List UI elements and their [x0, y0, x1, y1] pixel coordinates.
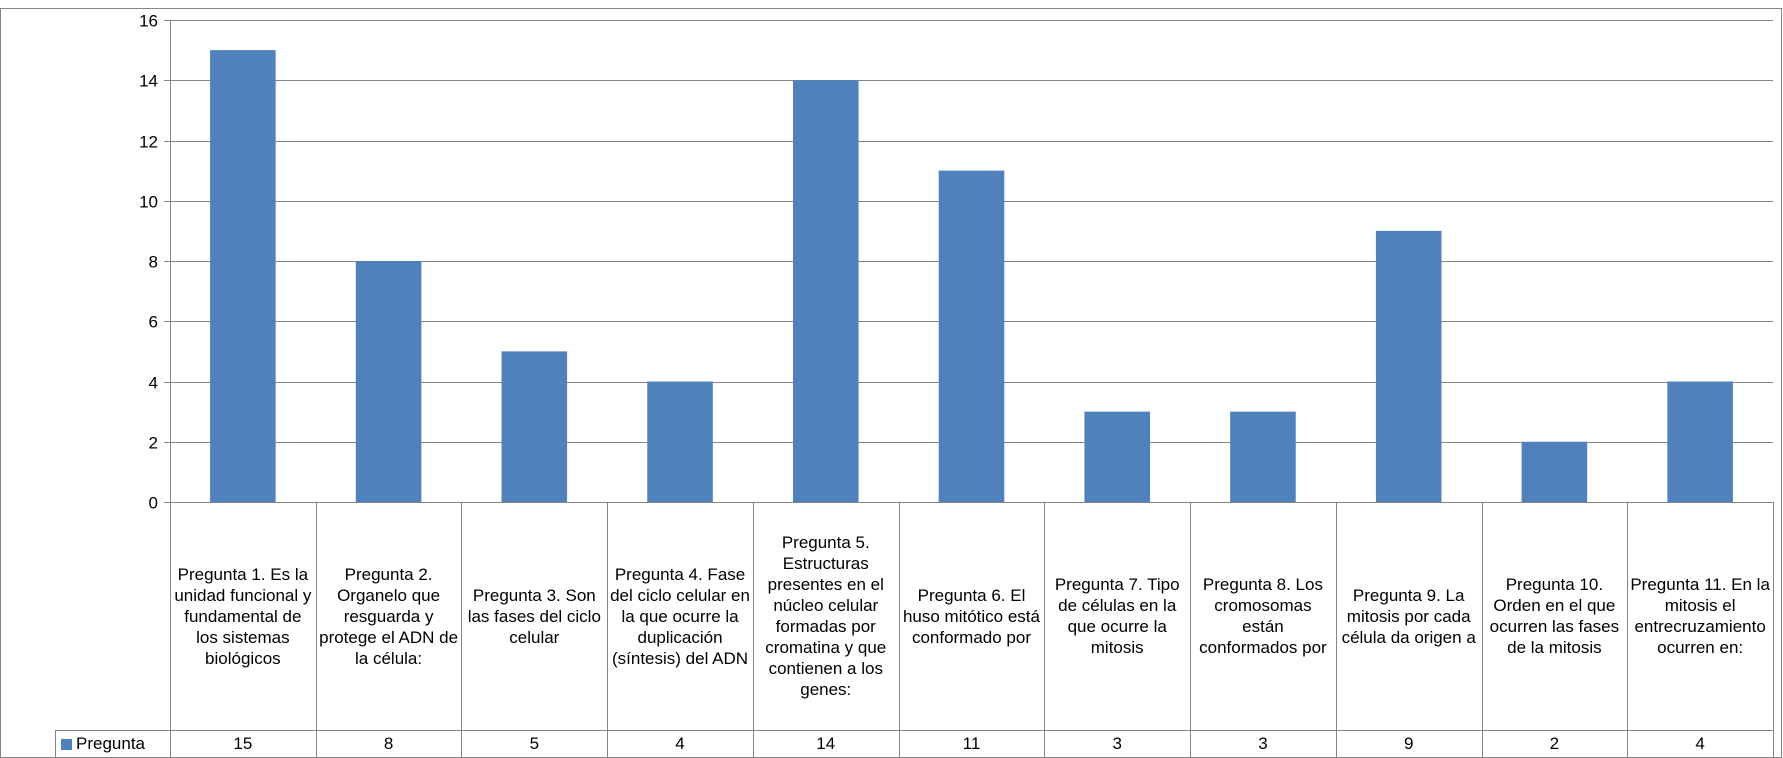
data-table-value: 11 — [962, 734, 981, 753]
bar — [1230, 411, 1296, 502]
bar — [1084, 411, 1151, 502]
y-tick-label: 12 — [139, 133, 158, 152]
x-category-label: Pregunta 3. Son las fases del ciclo celu… — [467, 585, 601, 647]
x-category-label: Pregunta 8. Los cromosomas están conform… — [1199, 575, 1327, 657]
x-category-label: Pregunta 5. Estructuras presentes en el … — [765, 533, 887, 699]
data-table-value: 5 — [529, 734, 540, 753]
y-tick-label: 16 — [139, 12, 158, 31]
legend-entry: Pregunta — [61, 731, 145, 757]
data-table-value: 9 — [1403, 734, 1414, 753]
x-category-label: Pregunta 7. Tipo de células en la que oc… — [1054, 575, 1180, 657]
legend-label: Pregunta — [76, 734, 145, 753]
bar — [1667, 381, 1733, 502]
y-tick-label: 10 — [139, 193, 158, 212]
data-table-value: 4 — [675, 734, 685, 753]
data-table-value: 8 — [383, 734, 394, 753]
bar — [501, 351, 568, 502]
x-category-label: Pregunta 6. El huso mitótico está confor… — [902, 585, 1040, 647]
x-category-label: Pregunta 4. Fase del ciclo celular en la… — [610, 564, 750, 668]
y-tick-label: 6 — [149, 313, 158, 332]
bar — [355, 261, 422, 502]
bar — [1375, 230, 1442, 502]
x-category-label: Pregunta 9. La mitosis por cada célula d… — [1341, 585, 1476, 647]
x-category-label: Pregunta 2. Organelo que resguarda y pro… — [319, 564, 459, 668]
bar — [210, 50, 276, 502]
data-table-value: 3 — [1258, 734, 1268, 753]
bar — [647, 381, 713, 502]
legend-swatch — [61, 738, 72, 750]
bar — [1521, 441, 1588, 502]
y-tick-label: 8 — [149, 253, 158, 272]
x-category-label: Pregunta 1. Es la unidad funcional y fun… — [174, 564, 312, 668]
data-table-value: 4 — [1695, 734, 1705, 753]
bar — [938, 170, 1005, 502]
bar — [792, 80, 859, 502]
y-tick-label: 14 — [139, 72, 158, 91]
y-tick-label: 0 — [149, 494, 158, 513]
data-table-value: 3 — [1112, 734, 1122, 753]
x-category-label: Pregunta 10. Orden en el que ocurren las… — [1489, 575, 1620, 657]
y-tick-label: 2 — [149, 434, 158, 453]
x-category-label: Pregunta 11. En la mitosis el entrecruza… — [1630, 575, 1770, 657]
data-table-value: 2 — [1549, 734, 1560, 753]
data-table-value: 15 — [233, 734, 253, 753]
y-tick-label: 4 — [149, 374, 158, 393]
data-table-value: 14 — [816, 734, 836, 753]
